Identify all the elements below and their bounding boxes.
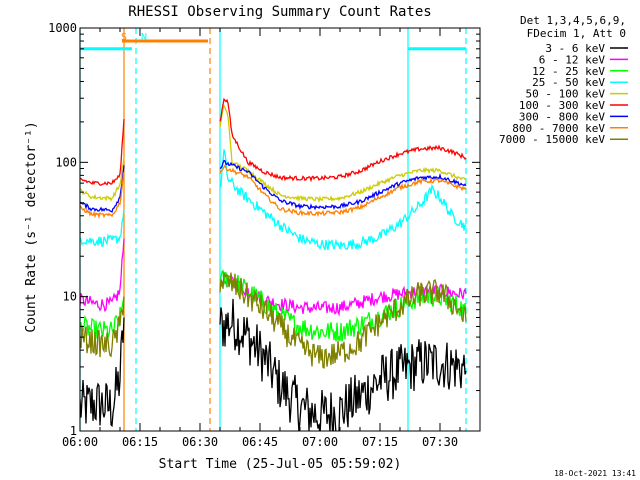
x-tick-label-3: 06:45 [242, 435, 278, 449]
legend-label-1: 6 - 12 keV [539, 53, 606, 66]
series-line-8-seg-0 [80, 296, 125, 358]
series-line-2-seg-1 [219, 269, 467, 342]
chart-title: RHESSI Observing Summary Count Rates [128, 4, 431, 20]
series-line-3-seg-0 [80, 208, 125, 247]
legend-header-0: Det 1,3,4,5,6,9, [520, 14, 626, 27]
y-tick-label-1: 10 [63, 290, 77, 304]
y-axis-label: Count Rate (s⁻¹ detector⁻¹) [24, 121, 39, 332]
y-tick-label-0: 1 [70, 424, 77, 438]
series-line-4-seg-0 [80, 156, 125, 202]
x-tick-label-0: 06:00 [62, 435, 98, 449]
timestamp: 18-Oct-2021 13:41 [554, 469, 636, 478]
x-tick-label-4: 07:00 [302, 435, 338, 449]
series-line-1-seg-0 [80, 238, 125, 313]
series-line-6-seg-0 [80, 165, 125, 213]
legend-label-6: 300 - 800 keV [519, 110, 605, 123]
x-tick-label-2: 06:30 [182, 435, 218, 449]
legend-label-7: 800 - 7000 keV [512, 122, 605, 135]
legend-header-1: FDecim 1, Att 0 [527, 27, 626, 40]
series-line-6-seg-1 [219, 159, 467, 211]
series-line-5-seg-0 [80, 119, 125, 186]
y-tick-label-2: 100 [55, 155, 77, 169]
series-lines [80, 97, 467, 431]
annotation-s: S [121, 32, 127, 43]
legend-label-8: 7000 - 15000 keV [499, 133, 605, 146]
legend-label-5: 100 - 300 keV [519, 99, 605, 112]
x-axis-label: Start Time (25-Jul-05 05:59:02) [159, 457, 402, 472]
legend-label-3: 25 - 50 keV [532, 76, 605, 89]
series-line-8-seg-1 [219, 271, 467, 370]
legend-label-4: 50 - 100 keV [526, 88, 606, 101]
x-tick-label-1: 06:15 [122, 435, 158, 449]
axes: 1 10 100 1000 06:00 06:15 06:30 06:45 07:00 07:15… [48, 21, 481, 449]
series-line-3-seg-1 [219, 149, 467, 251]
legend-label-0: 3 - 6 keV [545, 42, 605, 55]
x-tick-label-6: 07:30 [422, 435, 458, 449]
y-tick-label-3: 1000 [48, 21, 77, 35]
series-line-7-seg-1 [219, 164, 467, 218]
series-line-4-seg-1 [219, 104, 467, 204]
legend-label-2: 12 - 25 keV [532, 65, 605, 78]
x-tick-label-5: 07:15 [362, 435, 398, 449]
series-line-0-seg-0 [80, 317, 125, 428]
annotation-n: N [141, 32, 147, 43]
series-line-0-seg-1 [219, 298, 467, 431]
series-line-7-seg-0 [80, 171, 125, 220]
series-line-5-seg-1 [219, 97, 467, 183]
legend: Det 1,3,4,5,6,9,FDecim 1, Att 0 3 - 6 keV… [499, 14, 628, 146]
series-line-2-seg-0 [80, 296, 125, 341]
